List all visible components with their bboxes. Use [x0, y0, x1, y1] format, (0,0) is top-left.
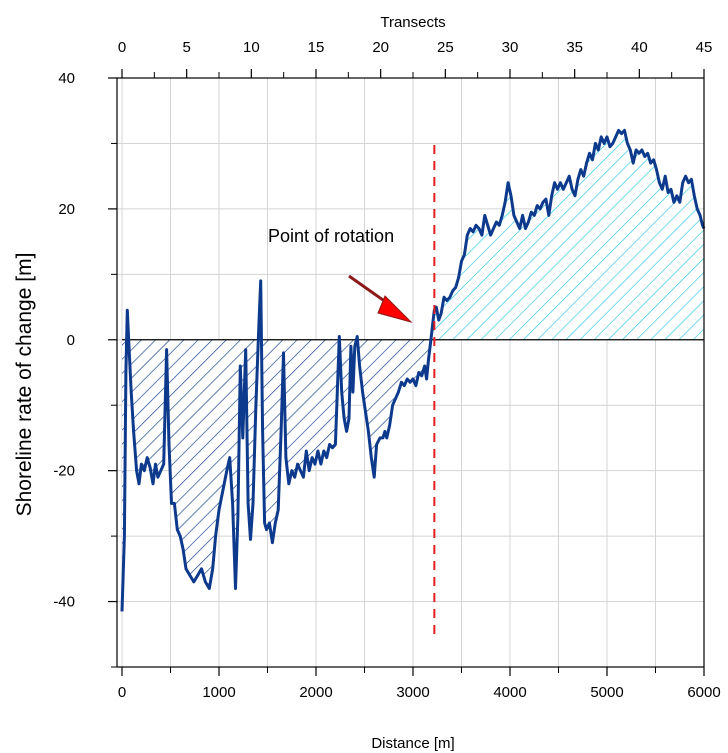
x-tick-label: 1000 [202, 684, 235, 701]
top-tick-label: 45 [696, 39, 713, 56]
x-tick-label: 2000 [299, 684, 332, 701]
x-tick-label: 6000 [687, 684, 720, 701]
y-tick-label: 40 [58, 70, 75, 87]
top-tick-label: 30 [502, 39, 519, 56]
x-tick-label: 5000 [590, 684, 623, 701]
plot-frame [116, 77, 705, 668]
y-axis-title: Shoreline rate of change [m] [13, 253, 36, 517]
top-tick-label: 0 [118, 39, 126, 56]
annotation-label: Point of rotation [268, 226, 394, 246]
top-tick-label: 25 [437, 39, 454, 56]
series-lines [120, 128, 706, 612]
x-tick-label: 0 [118, 684, 126, 701]
x-axis-title: Distance [m] [371, 735, 454, 752]
x-tick-label: 3000 [396, 684, 429, 701]
top-tick-label: 35 [566, 39, 583, 56]
top-tick-label: 5 [182, 39, 190, 56]
top-tick-label: 20 [372, 39, 389, 56]
arrow-head [377, 295, 413, 323]
y-tick-label: 0 [67, 332, 75, 349]
y-tick-label: -40 [53, 594, 75, 611]
y-tick-label: -20 [53, 463, 75, 480]
top-tick-label: 15 [308, 39, 325, 56]
x-tick-label: 4000 [493, 684, 526, 701]
area-fills [122, 130, 704, 612]
annotations: Point of rotation [268, 226, 413, 323]
top-axis-title: Transects [380, 14, 445, 31]
axes: 0 1000 2000 3000 4000 5000 6000 0 5 10 15 20 25 30 35 4… [53, 39, 720, 701]
top-tick-label: 10 [243, 39, 260, 56]
top-tick-label: 40 [631, 39, 648, 56]
y-tick-label: 20 [58, 201, 75, 218]
shoreline-series [120, 128, 706, 612]
positive-accretion-area [126, 130, 704, 340]
negative-erosion-area [122, 339, 704, 612]
